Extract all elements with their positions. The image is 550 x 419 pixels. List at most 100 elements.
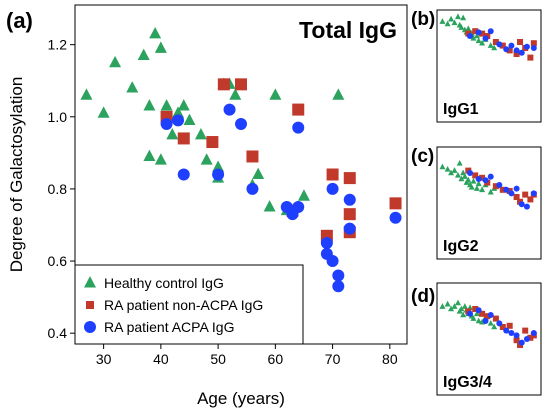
point-triangle bbox=[166, 127, 179, 140]
point-triangle bbox=[154, 153, 167, 165]
side-point-circle bbox=[508, 330, 515, 336]
side-panel-igg3-4: (d) IgG3/4 bbox=[411, 282, 542, 396]
side-point-circle bbox=[518, 49, 525, 56]
main-panel: 30 40 50 60 70 80 0.4 0.6 0.8 1.0 1.2 Age (years) De… bbox=[6, 4, 408, 408]
y-tick-label: 1.0 bbox=[48, 109, 68, 125]
side-point-square bbox=[492, 315, 499, 322]
side-point-triangle bbox=[454, 299, 461, 306]
side-point-square bbox=[472, 172, 479, 179]
side-point-square bbox=[479, 310, 486, 317]
point-triangle bbox=[172, 106, 185, 118]
point-circle bbox=[343, 222, 356, 235]
side-point-circle bbox=[523, 43, 530, 50]
point-triangle bbox=[97, 106, 110, 118]
side-point-circle bbox=[482, 35, 489, 42]
y-tick-label: 0.6 bbox=[48, 253, 68, 269]
x-axis-label: Age (years) bbox=[197, 389, 285, 408]
x-tick-label: 30 bbox=[96, 351, 112, 367]
side-point-circle bbox=[513, 47, 520, 54]
point-triangle bbox=[143, 99, 156, 111]
y-tick-label: 0.4 bbox=[48, 325, 68, 341]
side-point-triangle bbox=[451, 19, 458, 26]
side-point-triangle bbox=[439, 18, 446, 24]
side-point-triangle bbox=[470, 315, 477, 321]
side-panel-igg1: (b) IgG1 bbox=[411, 9, 542, 123]
side-point-triangle bbox=[448, 15, 455, 22]
point-circle bbox=[292, 121, 305, 134]
side-point-square bbox=[479, 30, 486, 37]
side-point-triangle bbox=[468, 183, 475, 190]
side-point-square bbox=[499, 186, 506, 193]
side-point-square bbox=[472, 306, 479, 312]
side-point-circle bbox=[487, 312, 494, 318]
point-triangle bbox=[200, 153, 213, 165]
point-triangle bbox=[212, 160, 225, 172]
side-point-circle bbox=[530, 45, 537, 51]
point-triangle bbox=[269, 88, 282, 100]
side-point-triangle bbox=[460, 311, 467, 318]
point-circle bbox=[389, 211, 402, 224]
point-triangle bbox=[109, 55, 122, 68]
side-point-triangle bbox=[444, 300, 451, 307]
side-point-triangle bbox=[479, 39, 486, 46]
side-panel-frame bbox=[436, 146, 542, 260]
side-point-circle bbox=[487, 28, 494, 35]
side-point-circle bbox=[487, 173, 494, 180]
side-point-triangle bbox=[454, 171, 461, 178]
side-point-square bbox=[479, 174, 486, 181]
point-square bbox=[343, 208, 356, 221]
side-panel-frame bbox=[436, 9, 542, 123]
side-point-triangle bbox=[479, 186, 486, 193]
legend-label: RA patient non-ACPA IgG bbox=[104, 297, 263, 313]
point-square bbox=[246, 150, 259, 163]
side-point-square bbox=[522, 327, 529, 334]
point-triangle bbox=[143, 149, 156, 162]
point-square bbox=[206, 136, 219, 149]
side-point-triangle bbox=[487, 188, 494, 195]
side-point-triangle bbox=[451, 303, 458, 309]
point-circle bbox=[343, 193, 356, 206]
point-triangle bbox=[80, 88, 93, 100]
side-point-triangle bbox=[439, 303, 446, 309]
side-point-triangle bbox=[448, 305, 455, 312]
side-point-circle bbox=[523, 203, 530, 210]
side-point-triangle bbox=[475, 317, 482, 324]
side-panel-frame bbox=[436, 282, 542, 396]
side-point-circle bbox=[467, 310, 474, 317]
side-point-square bbox=[527, 54, 534, 61]
point-square bbox=[235, 78, 247, 91]
legend-marker-circle bbox=[84, 321, 96, 333]
point-triangle bbox=[183, 113, 196, 125]
x-tick-label: 70 bbox=[325, 351, 341, 367]
side-point-circle bbox=[482, 318, 489, 324]
side-point-square bbox=[492, 39, 499, 45]
point-triangle bbox=[263, 200, 276, 212]
side-point-circle bbox=[503, 186, 510, 193]
point-triangle bbox=[149, 27, 162, 39]
point-circle bbox=[212, 168, 225, 181]
point-triangle bbox=[252, 167, 265, 180]
panel-label: (c) bbox=[411, 146, 434, 167]
side-point-triangle bbox=[444, 165, 451, 172]
point-triangle bbox=[332, 88, 345, 100]
side-point-circle bbox=[482, 177, 489, 184]
side-point-square bbox=[472, 28, 479, 35]
point-square bbox=[343, 172, 356, 185]
point-circle bbox=[326, 255, 339, 268]
legend-box bbox=[74, 264, 304, 345]
side-point-circle bbox=[518, 201, 525, 208]
side-point-circle bbox=[475, 176, 482, 182]
point-circle bbox=[332, 280, 345, 293]
side-point-square bbox=[527, 334, 534, 341]
legend-label: Healthy control IgG bbox=[104, 275, 224, 291]
side-point-circle bbox=[475, 307, 482, 314]
point-triangle bbox=[137, 48, 150, 61]
point-square bbox=[217, 78, 230, 91]
side-point-triangle bbox=[475, 37, 482, 44]
side-point-square bbox=[506, 322, 513, 329]
side-point-triangle bbox=[458, 175, 465, 182]
side-point-triangle bbox=[473, 32, 480, 39]
point-circle bbox=[292, 200, 305, 213]
side-point-triangle bbox=[487, 42, 494, 48]
x-tick-label: 60 bbox=[268, 351, 284, 367]
